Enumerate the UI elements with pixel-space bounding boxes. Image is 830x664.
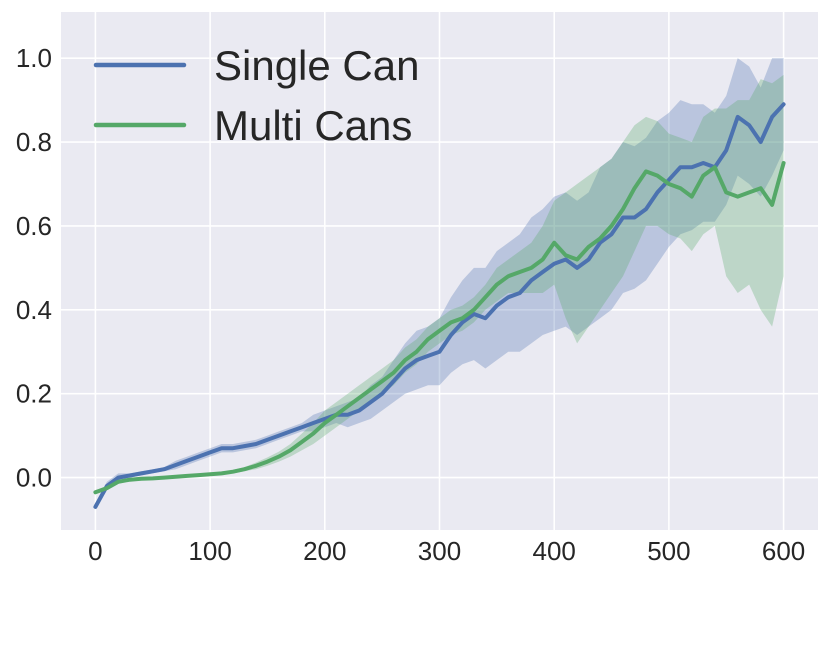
y-tick-label: 0.4	[16, 295, 52, 325]
x-tick-label: 0	[88, 536, 102, 566]
x-tick-label: 200	[303, 536, 346, 566]
x-tick-label: 400	[533, 536, 576, 566]
y-tick-label: 0.0	[16, 463, 52, 493]
x-tick-label: 300	[418, 536, 461, 566]
y-tick-label: 0.6	[16, 211, 52, 241]
confidence-bands	[95, 58, 784, 509]
y-tick-label: 0.2	[16, 379, 52, 409]
series-line-multi-cans	[93, 161, 786, 495]
legend-label-multi-cans: Multi Cans	[214, 102, 412, 149]
band-single-can	[95, 58, 784, 509]
x-axis-ticks: 0 100 200 300 400 500 600	[88, 536, 805, 566]
y-tick-label: 1.0	[16, 43, 52, 73]
x-tick-label: 100	[188, 536, 231, 566]
series-lines	[93, 102, 786, 509]
band-multi-cans	[95, 74, 784, 495]
legend-label-single-can: Single Can	[214, 42, 419, 89]
y-axis-ticks: 0.0 0.2 0.4 0.6 0.8 1.0	[16, 43, 52, 492]
series-line-single-can	[93, 102, 786, 509]
y-tick-label: 0.8	[16, 127, 52, 157]
x-tick-label: 600	[762, 536, 805, 566]
legend: Single Can Multi Cans	[93, 42, 419, 149]
x-tick-label: 500	[647, 536, 690, 566]
